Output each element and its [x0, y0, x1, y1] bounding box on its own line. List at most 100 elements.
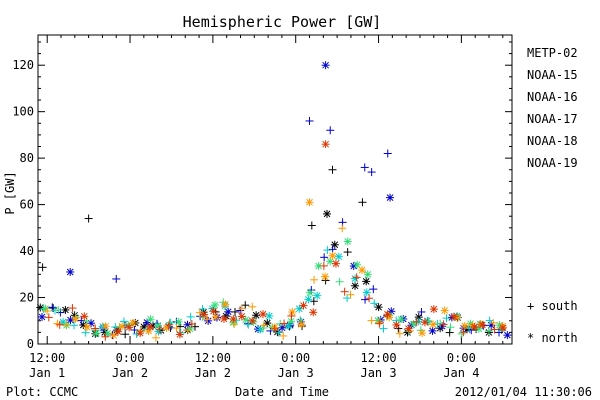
data-point-noaa-15-north	[321, 61, 330, 70]
legend: METP-02 NOAA-15 NOAA-16 NOAA-17 NOAA-18 NOAA-…	[527, 46, 578, 170]
data-point-noaa-18-north	[101, 322, 110, 331]
data-point-noaa-17-north	[210, 300, 219, 309]
marker-stroke	[204, 317, 212, 325]
marker-stroke	[212, 313, 220, 321]
marker-stroke	[136, 329, 144, 337]
data-point-noaa-16-south	[186, 312, 195, 321]
data-point-noaa-19-south	[319, 261, 328, 270]
marker-stroke	[496, 321, 503, 329]
chart-title: Hemispheric Power [GW]	[183, 13, 382, 31]
marker-stroke	[295, 305, 303, 313]
data-point-noaa-19-south	[270, 324, 279, 333]
data-point-noaa-18-south	[489, 319, 498, 328]
data-point-noaa-19-south	[490, 325, 499, 334]
marker-stroke	[221, 300, 229, 308]
data-point-noaa-19-south	[165, 320, 174, 329]
data-point-noaa-16-south	[379, 324, 388, 333]
data-point-noaa-17-south	[335, 277, 344, 286]
data-point-metp-02-south	[328, 165, 337, 174]
legend-entry-noaa-19: NOAA-19	[527, 156, 578, 170]
data-point-noaa-18-north	[429, 320, 438, 329]
marker-stroke	[208, 305, 216, 313]
legend-entry-metp-02: METP-02	[527, 46, 578, 60]
y-tick-label: 20	[20, 291, 34, 305]
data-point-noaa-19-south	[352, 273, 361, 282]
legend-entry-noaa-16: NOAA-16	[527, 90, 578, 104]
data-point-noaa-15-south	[236, 306, 245, 315]
data-point-noaa-18-north	[321, 272, 330, 281]
marker-stroke	[351, 282, 359, 290]
data-point-noaa-18-south	[237, 304, 246, 313]
marker-stroke	[38, 313, 46, 321]
data-point-noaa-18-south	[375, 318, 384, 327]
marker-stroke	[313, 292, 321, 299]
data-point-noaa-15-south	[326, 126, 335, 135]
y-tick-label: 120	[12, 58, 34, 72]
marker-stroke	[358, 266, 366, 274]
data-point-noaa-15-south	[266, 326, 275, 335]
marker-stroke	[224, 308, 232, 316]
marker-stroke	[184, 321, 191, 329]
data-point-noaa-18-north	[211, 312, 220, 321]
data-point-noaa-19-north	[136, 329, 145, 338]
marker-stroke	[322, 61, 329, 69]
data-point-noaa-18-north	[440, 306, 449, 315]
data-point-noaa-19-south	[44, 313, 53, 322]
data-point-noaa-19-north	[478, 320, 487, 329]
data-point-noaa-19-north	[429, 305, 438, 314]
marker-stroke	[147, 315, 154, 323]
data-point-noaa-18-south	[203, 315, 212, 324]
data-point-noaa-18-south	[395, 329, 404, 338]
data-point-noaa-19-north	[470, 323, 479, 332]
x-tick-label: 0:00	[281, 351, 310, 365]
data-point-noaa-15-north	[386, 193, 395, 202]
marker-stroke	[393, 321, 400, 329]
marker-stroke	[353, 261, 361, 269]
marker-stroke	[363, 289, 371, 296]
data-point-noaa-19-north	[229, 314, 238, 323]
data-point-noaa-18-north	[358, 266, 367, 275]
marker-legend-entry: * north	[527, 331, 578, 345]
data-point-noaa-15-north	[503, 331, 512, 340]
marker-stroke	[114, 328, 122, 336]
marker-stroke	[421, 318, 429, 326]
footer-left: Plot: CCMC	[6, 385, 78, 399]
marker-stroke	[453, 314, 461, 321]
data-point-noaa-19-south	[412, 317, 421, 326]
data-point-noaa-19-north	[331, 259, 340, 268]
data-point-noaa-16-south	[323, 246, 332, 255]
x-tick-date: Jan 2	[195, 366, 231, 380]
marker-stroke	[385, 313, 393, 321]
marker-stroke	[79, 321, 87, 329]
data-point-noaa-18-south	[338, 224, 347, 233]
data-point-noaa-19-south	[155, 325, 164, 334]
marker-stroke	[163, 324, 170, 332]
data-point-noaa-19-north	[145, 322, 154, 331]
marker-stroke	[175, 318, 183, 326]
data-point-noaa-17-north	[287, 317, 296, 326]
data-point-noaa-17-north	[174, 317, 183, 326]
data-point-noaa-19-north	[383, 310, 392, 319]
data-point-noaa-16-south	[81, 328, 90, 337]
marker-stroke	[80, 312, 88, 320]
data-point-noaa-17-north	[353, 260, 362, 269]
data-point-noaa-15-north	[428, 326, 437, 335]
data-point-noaa-19-south	[287, 311, 296, 320]
marker-stroke	[284, 322, 292, 330]
data-point-noaa-18-south	[43, 306, 52, 315]
data-point-noaa-19-north	[237, 312, 246, 321]
data-point-noaa-18-south	[248, 302, 257, 311]
marker-stroke	[229, 315, 237, 323]
marker-stroke	[315, 262, 322, 270]
data-point-metp-02-north	[414, 313, 423, 322]
marker-stroke	[252, 311, 260, 319]
data-point-metp-02-south	[343, 248, 352, 257]
x-tick-label: 12:00	[360, 351, 396, 365]
x-tick-label: 0:00	[447, 351, 476, 365]
data-point-noaa-15-south	[417, 307, 426, 316]
data-point-noaa-19-north	[404, 324, 413, 333]
data-point-noaa-18-south	[346, 290, 355, 299]
data-point-noaa-17-north	[397, 315, 406, 324]
data-point-metp-02-north	[263, 319, 272, 328]
data-point-noaa-15-south	[305, 116, 314, 125]
